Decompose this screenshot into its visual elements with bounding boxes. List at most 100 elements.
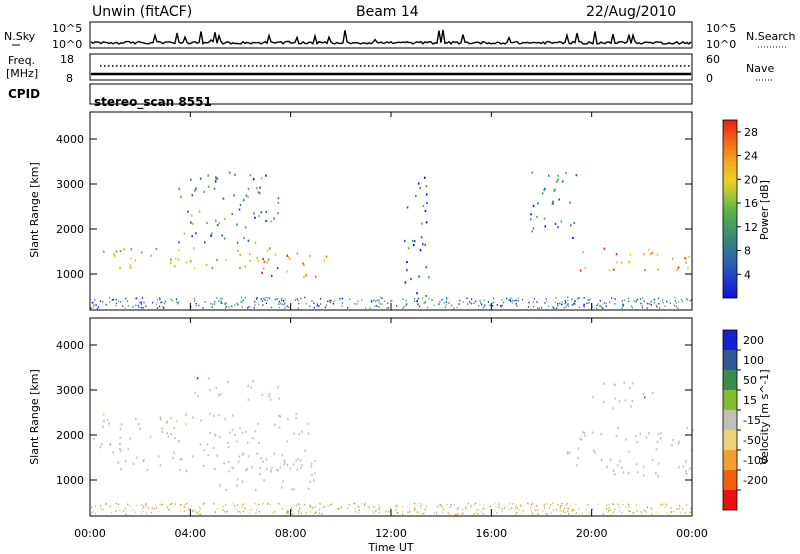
- scatter-cell: [403, 305, 405, 308]
- scatter-cell: [555, 307, 558, 310]
- scatter-cell: [319, 502, 321, 505]
- echo-cell: [218, 393, 220, 397]
- scatter-cell: [387, 302, 389, 305]
- echo-cell: [281, 486, 283, 489]
- scatter-cell: [163, 306, 165, 308]
- scatter-cell: [239, 512, 242, 514]
- echo-cell: [179, 458, 182, 461]
- scatter-cell: [597, 503, 599, 505]
- scatter-cell: [690, 507, 692, 510]
- echo-cell: [170, 258, 172, 261]
- scatter-cell: [324, 306, 327, 309]
- echo-cell: [276, 468, 278, 472]
- scatter-cell: [614, 298, 616, 300]
- echo-cell: [419, 249, 422, 252]
- echo-cell: [277, 386, 280, 389]
- echo-cell: [155, 248, 158, 251]
- y-tick-label: 4000: [56, 339, 84, 352]
- scatter-cell: [105, 503, 107, 505]
- scatter-cell: [635, 504, 638, 506]
- scatter-cell: [242, 510, 245, 513]
- echo-cell: [407, 247, 410, 250]
- echo-cell: [214, 467, 216, 470]
- colorbar-tick-label: -100: [743, 454, 768, 467]
- scatter-cell: [164, 300, 166, 302]
- scatter-cell: [517, 299, 519, 302]
- echo-cell: [677, 266, 680, 269]
- scatter-cell: [473, 513, 475, 516]
- scatter-cell: [605, 302, 607, 305]
- scatter-cell: [102, 300, 104, 303]
- scatter-cell: [426, 306, 429, 309]
- scatter-cell: [574, 303, 576, 305]
- scatter-cell: [358, 510, 360, 512]
- scatter-cell: [168, 508, 170, 511]
- echo-cell: [422, 204, 425, 207]
- scatter-cell: [548, 305, 550, 307]
- scatter-cell: [564, 508, 566, 510]
- echo-cell: [416, 292, 418, 295]
- scatter-cell: [643, 300, 645, 302]
- scatter-cell: [502, 301, 505, 304]
- echo-cell: [216, 258, 218, 262]
- echo-cell: [274, 423, 276, 426]
- scatter-cell: [567, 507, 569, 510]
- scatter-cell: [605, 305, 607, 307]
- echo-cell: [657, 475, 659, 478]
- scatter-cell: [249, 509, 251, 511]
- echo-cell: [635, 434, 637, 438]
- colorbar-block: [723, 490, 737, 510]
- echo-cell: [187, 210, 189, 213]
- scatter-cell: [555, 508, 558, 511]
- scatter-cell: [418, 502, 421, 505]
- scatter-cell: [284, 298, 286, 300]
- scatter-cell: [381, 303, 383, 305]
- scatter-cell: [419, 305, 421, 308]
- scatter-cell: [664, 305, 666, 307]
- scatter-cell: [159, 297, 161, 299]
- scatter-cell: [479, 300, 481, 302]
- echo-cell: [602, 400, 605, 404]
- scatter-cell: [95, 512, 97, 515]
- echo-cell: [303, 275, 305, 279]
- echo-cell: [202, 464, 205, 468]
- echo-cell: [278, 426, 281, 429]
- scatter-cell: [383, 300, 386, 302]
- scatter-cell: [295, 504, 297, 507]
- scatter-cell: [278, 303, 280, 305]
- scatter-cell: [424, 508, 426, 511]
- scatter-cell: [489, 505, 491, 508]
- echo-cell: [606, 465, 609, 469]
- scatter-cell: [286, 511, 288, 513]
- scatter-cell: [254, 300, 256, 303]
- scatter-cell: [666, 512, 669, 515]
- scatter-cell: [115, 502, 117, 505]
- scatter-cell: [531, 502, 534, 505]
- scatter-cell: [689, 300, 691, 302]
- scatter-cell: [159, 504, 161, 506]
- echo-cell: [235, 440, 238, 443]
- scatter-cell: [689, 511, 692, 514]
- scatter-cell: [532, 301, 535, 303]
- echo-cell: [289, 257, 291, 261]
- echo-cell: [261, 271, 263, 274]
- echo-cell: [649, 253, 652, 256]
- scatter-cell: [259, 503, 261, 506]
- scatter-cell: [281, 508, 283, 510]
- scatter-cell: [480, 511, 482, 513]
- scatter-cell: [255, 512, 257, 515]
- scatter-cell: [136, 297, 138, 299]
- echo-cell: [541, 192, 544, 195]
- scatter-cell: [578, 306, 580, 309]
- echo-cell: [636, 471, 639, 474]
- scatter-cell: [645, 511, 647, 513]
- echo-cell: [309, 480, 311, 483]
- echo-cell: [625, 438, 627, 441]
- scatter-cell: [194, 300, 196, 302]
- scatter-cell: [263, 297, 265, 300]
- echo-cell: [282, 480, 284, 483]
- echo-cell: [234, 433, 236, 436]
- echo-cell: [129, 264, 132, 267]
- scatter-cell: [611, 502, 613, 505]
- scatter-cell: [142, 307, 144, 309]
